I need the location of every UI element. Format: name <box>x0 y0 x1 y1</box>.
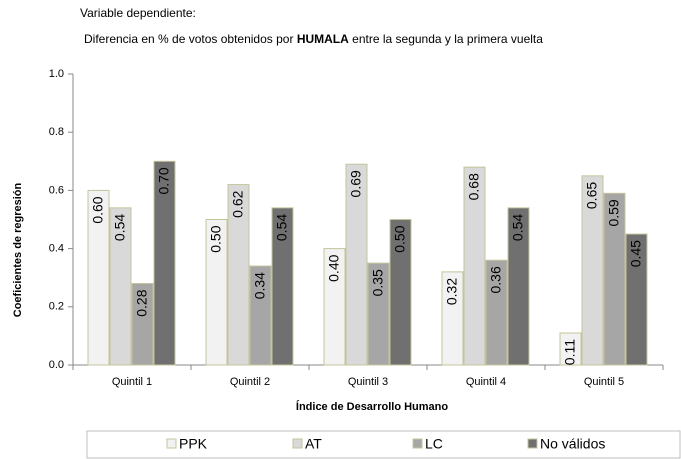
bar <box>441 271 464 366</box>
value-label: 0.28 <box>134 289 150 316</box>
bar <box>581 175 604 366</box>
bar <box>109 207 132 366</box>
bar <box>485 259 508 366</box>
y-tick-label: 0.2 <box>49 301 64 313</box>
y-tick-label: 1.0 <box>49 68 64 80</box>
bar <box>87 189 110 366</box>
x-tick-label: Quintil 5 <box>584 376 624 388</box>
value-label: 0.45 <box>628 240 644 267</box>
legend-swatch <box>292 438 303 449</box>
legend-box <box>86 430 681 459</box>
bar <box>463 166 486 366</box>
value-label: 0.60 <box>90 196 106 223</box>
x-tick-label: Quintil 2 <box>230 376 270 388</box>
bar <box>249 265 272 366</box>
value-label: 0.68 <box>466 173 482 200</box>
x-tick-label: Quintil 4 <box>466 376 506 388</box>
value-label: 0.54 <box>510 214 526 241</box>
value-label: 0.50 <box>392 225 408 252</box>
value-label: 0.65 <box>584 182 600 209</box>
legend-label: No válidos <box>540 436 605 452</box>
value-label: 0.40 <box>326 254 342 281</box>
bar <box>323 248 346 366</box>
y-tick-label: 0.6 <box>49 184 64 196</box>
value-label: 0.54 <box>274 214 290 241</box>
y-tick-label: 0.4 <box>49 243 64 255</box>
bar <box>603 192 626 366</box>
subtitle-part: HUMALA <box>297 32 349 46</box>
value-label: 0.69 <box>348 170 364 197</box>
legend-label: LC <box>425 436 443 452</box>
value-label: 0.62 <box>230 190 246 217</box>
value-label: 0.11 <box>562 339 578 365</box>
legend-swatch <box>166 438 177 449</box>
chart-title: Variable dependiente: <box>80 6 196 20</box>
y-tick-label: 0.8 <box>49 126 64 138</box>
value-label: 0.70 <box>156 167 172 194</box>
bar <box>227 184 250 366</box>
y-tick-label: 0.0 <box>49 359 64 371</box>
x-axis-title: Índice de Desarrollo Humano <box>296 400 448 413</box>
legend-swatch <box>527 438 538 449</box>
subtitle-part: Diferencia en % de votos obtenidos por <box>84 32 293 46</box>
bar <box>131 283 154 366</box>
bar <box>153 160 176 366</box>
y-axis-title: Coeficientes de regresión <box>12 182 24 317</box>
chart-subtitle: Diferencia en % de votos obtenidos por H… <box>84 32 543 46</box>
value-label: 0.50 <box>208 225 224 252</box>
x-tick-label: Quintil 1 <box>112 376 152 388</box>
bar <box>205 219 228 366</box>
legend-swatch <box>412 438 423 449</box>
subtitle-part: entre la segunda y la primera vuelta <box>352 32 543 46</box>
bar <box>507 207 530 366</box>
x-tick-label: Quintil 3 <box>348 376 388 388</box>
bar <box>389 219 412 366</box>
value-label: 0.32 <box>444 278 460 305</box>
legend-label: PPK <box>179 436 208 452</box>
bar <box>559 332 582 366</box>
value-label: 0.35 <box>370 269 386 296</box>
value-label: 0.54 <box>112 214 128 241</box>
value-label: 0.34 <box>252 272 268 299</box>
value-label: 0.36 <box>488 266 504 293</box>
bar <box>367 262 390 366</box>
bar <box>345 163 368 366</box>
legend-label: AT <box>305 436 322 452</box>
bar <box>271 207 294 366</box>
bar <box>625 233 648 366</box>
value-label: 0.59 <box>606 199 622 226</box>
